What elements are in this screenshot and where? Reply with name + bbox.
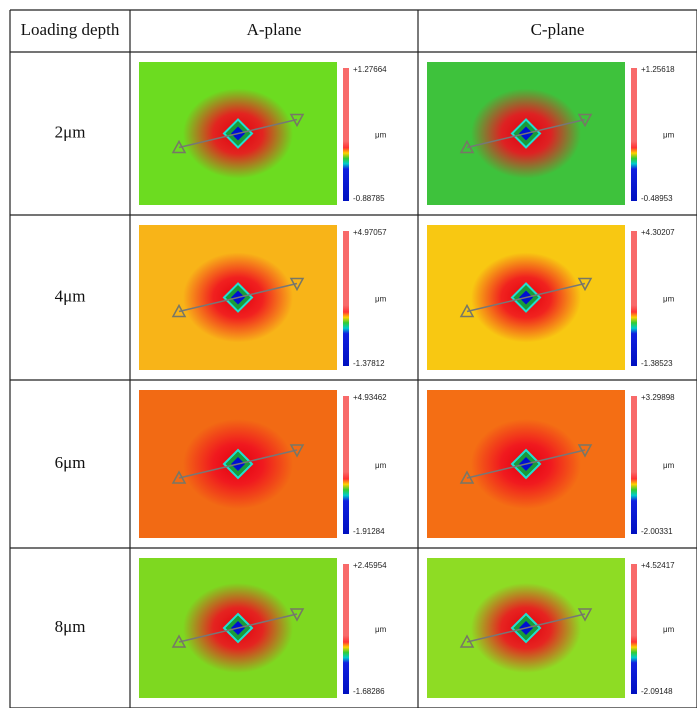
min-label: -2.09148 [641, 687, 673, 696]
max-label: +4.30207 [641, 228, 675, 237]
min-label: -1.37812 [353, 359, 385, 368]
color-bar [343, 396, 349, 534]
color-bar [631, 564, 637, 694]
header-cell: C-plane [531, 20, 585, 39]
max-label: +1.27664 [353, 65, 387, 74]
unit-label: μm [663, 131, 675, 140]
color-bar [631, 396, 637, 534]
unit-label: μm [375, 131, 387, 140]
header-cell: Loading depth [21, 20, 120, 39]
unit-label: μm [375, 461, 387, 470]
color-bar [343, 231, 349, 366]
unit-label: μm [663, 625, 675, 634]
color-bar [631, 68, 637, 201]
max-label: +4.93462 [353, 393, 387, 402]
table-figure: Loading depth A-plane C-plane 2μm +1.27664 μm… [0, 0, 697, 708]
max-label: +4.52417 [641, 561, 675, 570]
unit-label: μm [375, 625, 387, 634]
min-label: -1.91284 [353, 527, 385, 536]
depth-label: 6μm [55, 453, 86, 472]
min-label: -0.48953 [641, 194, 673, 203]
depth-label: 8μm [55, 617, 86, 636]
max-label: +2.45954 [353, 561, 387, 570]
color-bar [631, 231, 637, 366]
min-label: -1.38523 [641, 359, 673, 368]
max-label: +4.97057 [353, 228, 387, 237]
header-cell: A-plane [247, 20, 302, 39]
depth-label: 4μm [55, 286, 86, 305]
min-label: -2.00331 [641, 527, 673, 536]
color-bar [343, 564, 349, 694]
unit-label: μm [375, 295, 387, 304]
min-label: -0.88785 [353, 194, 385, 203]
unit-label: μm [663, 295, 675, 304]
max-label: +3.29898 [641, 393, 675, 402]
min-label: -1.68286 [353, 687, 385, 696]
unit-label: μm [663, 461, 675, 470]
max-label: +1.25618 [641, 65, 675, 74]
color-bar [343, 68, 349, 201]
depth-label: 2μm [55, 122, 86, 141]
